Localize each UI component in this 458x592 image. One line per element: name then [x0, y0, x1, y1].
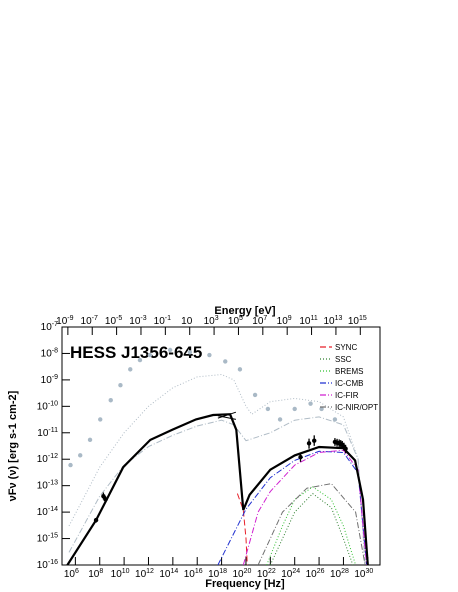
y-tick-label: 10-16	[37, 559, 58, 571]
x-tick-label: 1026	[306, 568, 325, 580]
data-point	[343, 446, 348, 451]
data-point	[93, 517, 99, 523]
top-tick-label: 105	[228, 315, 243, 327]
data-point	[308, 401, 313, 406]
data-point	[137, 357, 143, 363]
top-tick-label: 10-1	[154, 315, 171, 327]
legend-label: IC-NIR/OPT	[335, 403, 378, 412]
x-tick-label: 1014	[159, 568, 178, 580]
y-tick-label: 10-15	[37, 533, 58, 545]
data-point	[237, 367, 243, 372]
curve	[217, 450, 368, 565]
x-tick-label: 1012	[135, 568, 154, 580]
y-tick-label: 10-14	[37, 506, 58, 518]
x-tick-label: 1024	[281, 568, 300, 580]
top-tick-label: 10-7	[81, 315, 98, 327]
legend-label: IC-FIR	[335, 391, 359, 400]
curve	[66, 413, 369, 565]
legend-label: IC-CMB	[335, 379, 363, 388]
data-point	[252, 392, 258, 398]
y-tick-label: 10-10	[37, 400, 58, 412]
x-tick-label: 1022	[257, 568, 276, 580]
top-tick-label: 10-5	[105, 315, 122, 327]
top-tick-label: 1013	[323, 315, 342, 327]
x-tick-label: 106	[64, 568, 79, 580]
data-point	[277, 417, 283, 422]
legend-label: SYNC	[335, 343, 357, 352]
data-point	[223, 359, 228, 364]
x-tick-label: 1028	[330, 568, 349, 580]
x-tick-label: 1030	[354, 568, 373, 580]
data-point	[292, 406, 297, 412]
top-axis-label: Energy [eV]	[214, 305, 275, 317]
data-point	[103, 497, 108, 502]
x-tick-label: 1020	[233, 568, 252, 580]
data-point	[298, 454, 303, 460]
top-tick-label: 107	[252, 315, 267, 327]
x-tick-label: 1010	[111, 568, 130, 580]
data-point	[319, 406, 324, 412]
x-tick-label: 108	[88, 568, 103, 580]
data-point	[265, 406, 271, 412]
curve	[257, 483, 366, 565]
data-point	[87, 437, 93, 443]
y-tick-label: 10-8	[41, 347, 58, 359]
curve	[266, 486, 357, 565]
data-point	[78, 453, 83, 458]
data-point	[332, 417, 338, 422]
curve	[68, 373, 366, 565]
data-point	[207, 352, 212, 358]
data-point	[108, 398, 113, 403]
top-tick-label: 1011	[299, 315, 317, 327]
data-point	[68, 462, 73, 468]
data-point	[101, 493, 106, 499]
top-tick-label: 10-3	[129, 315, 146, 327]
top-tick-label: 103	[204, 315, 219, 327]
curve	[269, 492, 354, 565]
data-point	[187, 350, 193, 355]
y-tick-label: 10-13	[37, 480, 58, 492]
legend-label: BREMS	[335, 367, 363, 376]
curve	[242, 449, 368, 565]
x-tick-label: 1018	[208, 568, 227, 580]
data-point	[128, 367, 133, 372]
top-tick-label: 10	[181, 316, 193, 327]
y-tick-label: 10-11	[37, 427, 58, 439]
y-axis-label: νFν (ν) [erg s-1 cm-2]	[7, 390, 19, 501]
top-tick-label: 1015	[348, 315, 367, 327]
x-tick-label: 1016	[184, 568, 203, 580]
y-tick-label: 10-12	[37, 453, 58, 465]
data-point	[98, 417, 103, 422]
x-axis-label: Frequency [Hz]	[205, 578, 285, 590]
data-point	[306, 441, 312, 446]
chart-title: HESS J1356-645	[70, 343, 202, 362]
data-point	[312, 438, 317, 443]
curve	[217, 411, 237, 419]
top-tick-label: 109	[277, 315, 292, 327]
curve	[217, 415, 236, 420]
curve	[68, 416, 366, 565]
y-tick-label: 10-7	[41, 321, 58, 333]
plot-frame	[61, 326, 381, 566]
legend-label: SSC	[335, 355, 352, 364]
data-point	[118, 382, 123, 388]
top-tick-label: 10-9	[56, 315, 73, 327]
y-tick-label: 10-9	[41, 374, 58, 386]
data-point	[167, 347, 173, 353]
data-point	[147, 352, 153, 358]
